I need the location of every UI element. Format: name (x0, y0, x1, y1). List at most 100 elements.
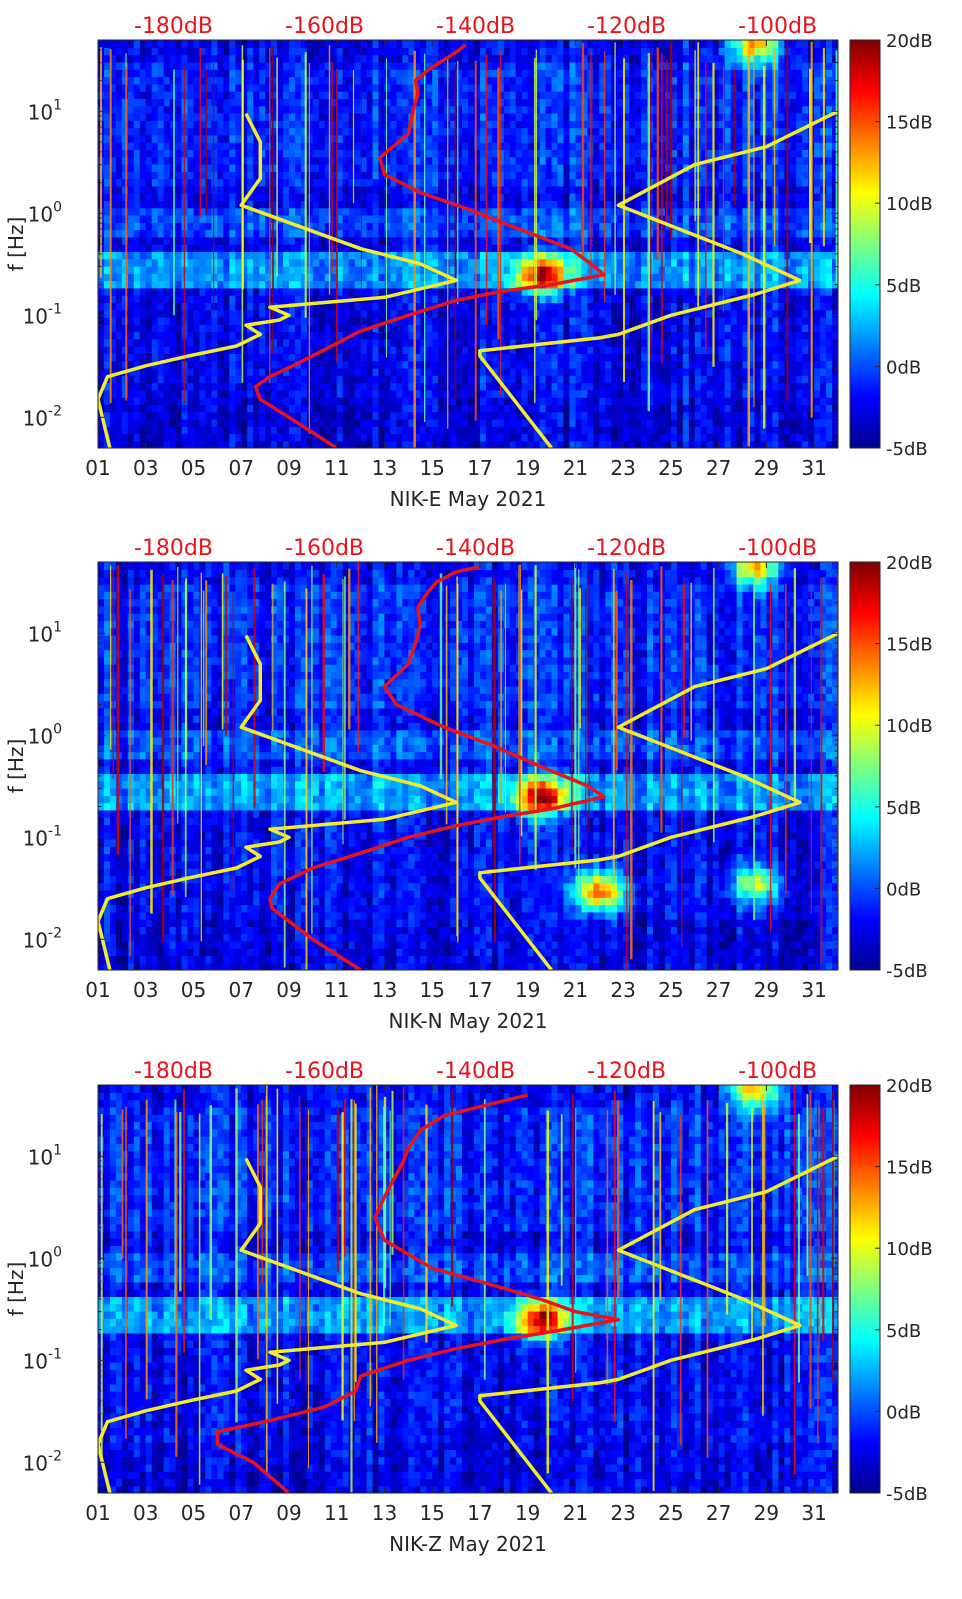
x-tick-label: 25 (658, 1501, 683, 1525)
top-db-tick-label: -180dB (134, 14, 213, 39)
colorbar-tick-label: 10dB (886, 1239, 933, 1260)
red-percentile-curve (268, 564, 606, 970)
colorbar-tick-label: 5dB (886, 1321, 921, 1342)
colorbar-tick-label: -5dB (886, 961, 928, 982)
top-db-tick-label: -160dB (285, 1059, 364, 1084)
x-tick-label: 25 (658, 456, 683, 480)
colorbar-tick-label: 15dB (886, 1158, 933, 1179)
y-axis-label: f [Hz] (4, 1262, 28, 1317)
top-db-tick-label: -180dB (134, 1059, 213, 1084)
colorbar-tick-label: 0dB (886, 1402, 921, 1423)
x-tick-label: 31 (801, 978, 826, 1002)
spectrogram-heatmap (98, 1085, 838, 1493)
colorbar-tick-label: -5dB (886, 439, 928, 460)
top-db-tick-label: -100dB (738, 536, 817, 561)
x-tick-label: 05 (181, 456, 206, 480)
x-tick-label: 01 (85, 1501, 110, 1525)
x-tick-label: 15 (419, 978, 444, 1002)
y-axis-label: f [Hz] (4, 739, 28, 794)
x-axis-label: NIK-N May 2021 (388, 1009, 547, 1033)
x-tick-label: 27 (706, 978, 731, 1002)
x-tick-label: 29 (754, 978, 779, 1002)
x-tick-label: 05 (181, 1501, 206, 1525)
yellow-noise-curve-day (98, 1157, 458, 1493)
x-tick-label: 15 (419, 1501, 444, 1525)
top-db-tick-label: -140dB (436, 536, 515, 561)
x-tick-label: 17 (467, 1501, 492, 1525)
x-axis-label: NIK-Z May 2021 (389, 1532, 547, 1556)
red-percentile-curve (215, 1093, 621, 1493)
y-axis-label: f [Hz] (4, 217, 28, 272)
yellow-noise-curve-day (98, 634, 458, 970)
x-tick-label: 25 (658, 978, 683, 1002)
colorbar-tick-label: 10dB (886, 194, 933, 215)
colorbar (849, 1084, 881, 1494)
y-tick-label: 10-1 (23, 301, 62, 328)
x-tick-label: 11 (324, 456, 349, 480)
colorbar-tick-label: 15dB (886, 635, 933, 656)
x-tick-label: 21 (563, 978, 588, 1002)
colorbar-tick-label: 5dB (886, 798, 921, 819)
x-tick-label: 07 (228, 978, 253, 1002)
panel-nik-z: 01 03 05 07 09 11 13 15 17 19 21 23 25 27 29 31 NIK-Z Ma… (4, 1059, 933, 1556)
red-percentile-curve (253, 43, 606, 448)
x-tick-label: 31 (801, 1501, 826, 1525)
yellow-noise-curve-db (478, 109, 838, 448)
colorbar-tick-label: 0dB (886, 879, 921, 900)
x-tick-label: 07 (228, 456, 253, 480)
x-tick-label: 09 (276, 1501, 301, 1525)
x-tick-label: 21 (563, 1501, 588, 1525)
x-tick-label: 29 (754, 1501, 779, 1525)
x-tick-label: 01 (85, 456, 110, 480)
x-tick-label: 03 (133, 978, 158, 1002)
x-tick-label: 11 (324, 978, 349, 1002)
x-tick-label: 31 (801, 456, 826, 480)
x-tick-label: 21 (563, 456, 588, 480)
yellow-noise-curve-day (98, 112, 458, 448)
top-db-tick-label: -100dB (738, 14, 817, 39)
x-tick-label: 03 (133, 456, 158, 480)
yellow-noise-curve-db (478, 631, 838, 970)
colorbar-tick-label: 0dB (886, 357, 921, 378)
top-db-tick-label: -120dB (587, 536, 666, 561)
spectrogram-heatmap (98, 562, 838, 970)
x-tick-label: 09 (276, 456, 301, 480)
top-db-tick-label: -120dB (587, 14, 666, 39)
colorbar-tick-label: 15dB (886, 113, 933, 134)
x-tick-label: 19 (515, 1501, 540, 1525)
colorbar-tick-label: 10dB (886, 716, 933, 737)
colorbar-tick-label: 5dB (886, 276, 921, 297)
x-tick-label: 13 (372, 978, 397, 1002)
x-tick-label: 19 (515, 456, 540, 480)
top-db-tick-label: -160dB (285, 536, 364, 561)
top-db-tick-label: -180dB (134, 536, 213, 561)
x-tick-label: 03 (133, 1501, 158, 1525)
top-db-tick-label: -140dB (436, 14, 515, 39)
x-tick-label: 07 (228, 1501, 253, 1525)
x-tick-label: 15 (419, 456, 444, 480)
x-tick-label: 23 (610, 978, 635, 1002)
panel-nik-n: 01 03 05 07 09 11 13 15 17 19 21 23 25 27 29 31 NIK-N Ma… (4, 536, 933, 1033)
colorbar-tick-label: 20dB (886, 31, 933, 52)
x-tick-label: 13 (372, 1501, 397, 1525)
x-tick-label: 01 (85, 978, 110, 1002)
top-db-tick-label: -100dB (738, 1059, 817, 1084)
colorbar-tick-label: 20dB (886, 553, 933, 574)
x-tick-label: 27 (706, 456, 731, 480)
x-axis-label: NIK-E May 2021 (390, 487, 547, 511)
colorbar-tick-label: 20dB (886, 1076, 933, 1097)
x-tick-label: 23 (610, 1501, 635, 1525)
x-tick-label: 17 (467, 456, 492, 480)
x-tick-label: 09 (276, 978, 301, 1002)
colorbar (849, 39, 881, 449)
x-tick-label: 05 (181, 978, 206, 1002)
yellow-noise-curve-db (478, 1154, 838, 1493)
x-tick-label: 17 (467, 978, 492, 1002)
top-db-tick-label: -140dB (436, 1059, 515, 1084)
x-tick-label: 19 (515, 978, 540, 1002)
x-tick-label: 27 (706, 1501, 731, 1525)
spectrogram-heatmap (98, 40, 838, 448)
top-db-tick-label: -160dB (285, 14, 364, 39)
x-tick-label: 23 (610, 456, 635, 480)
